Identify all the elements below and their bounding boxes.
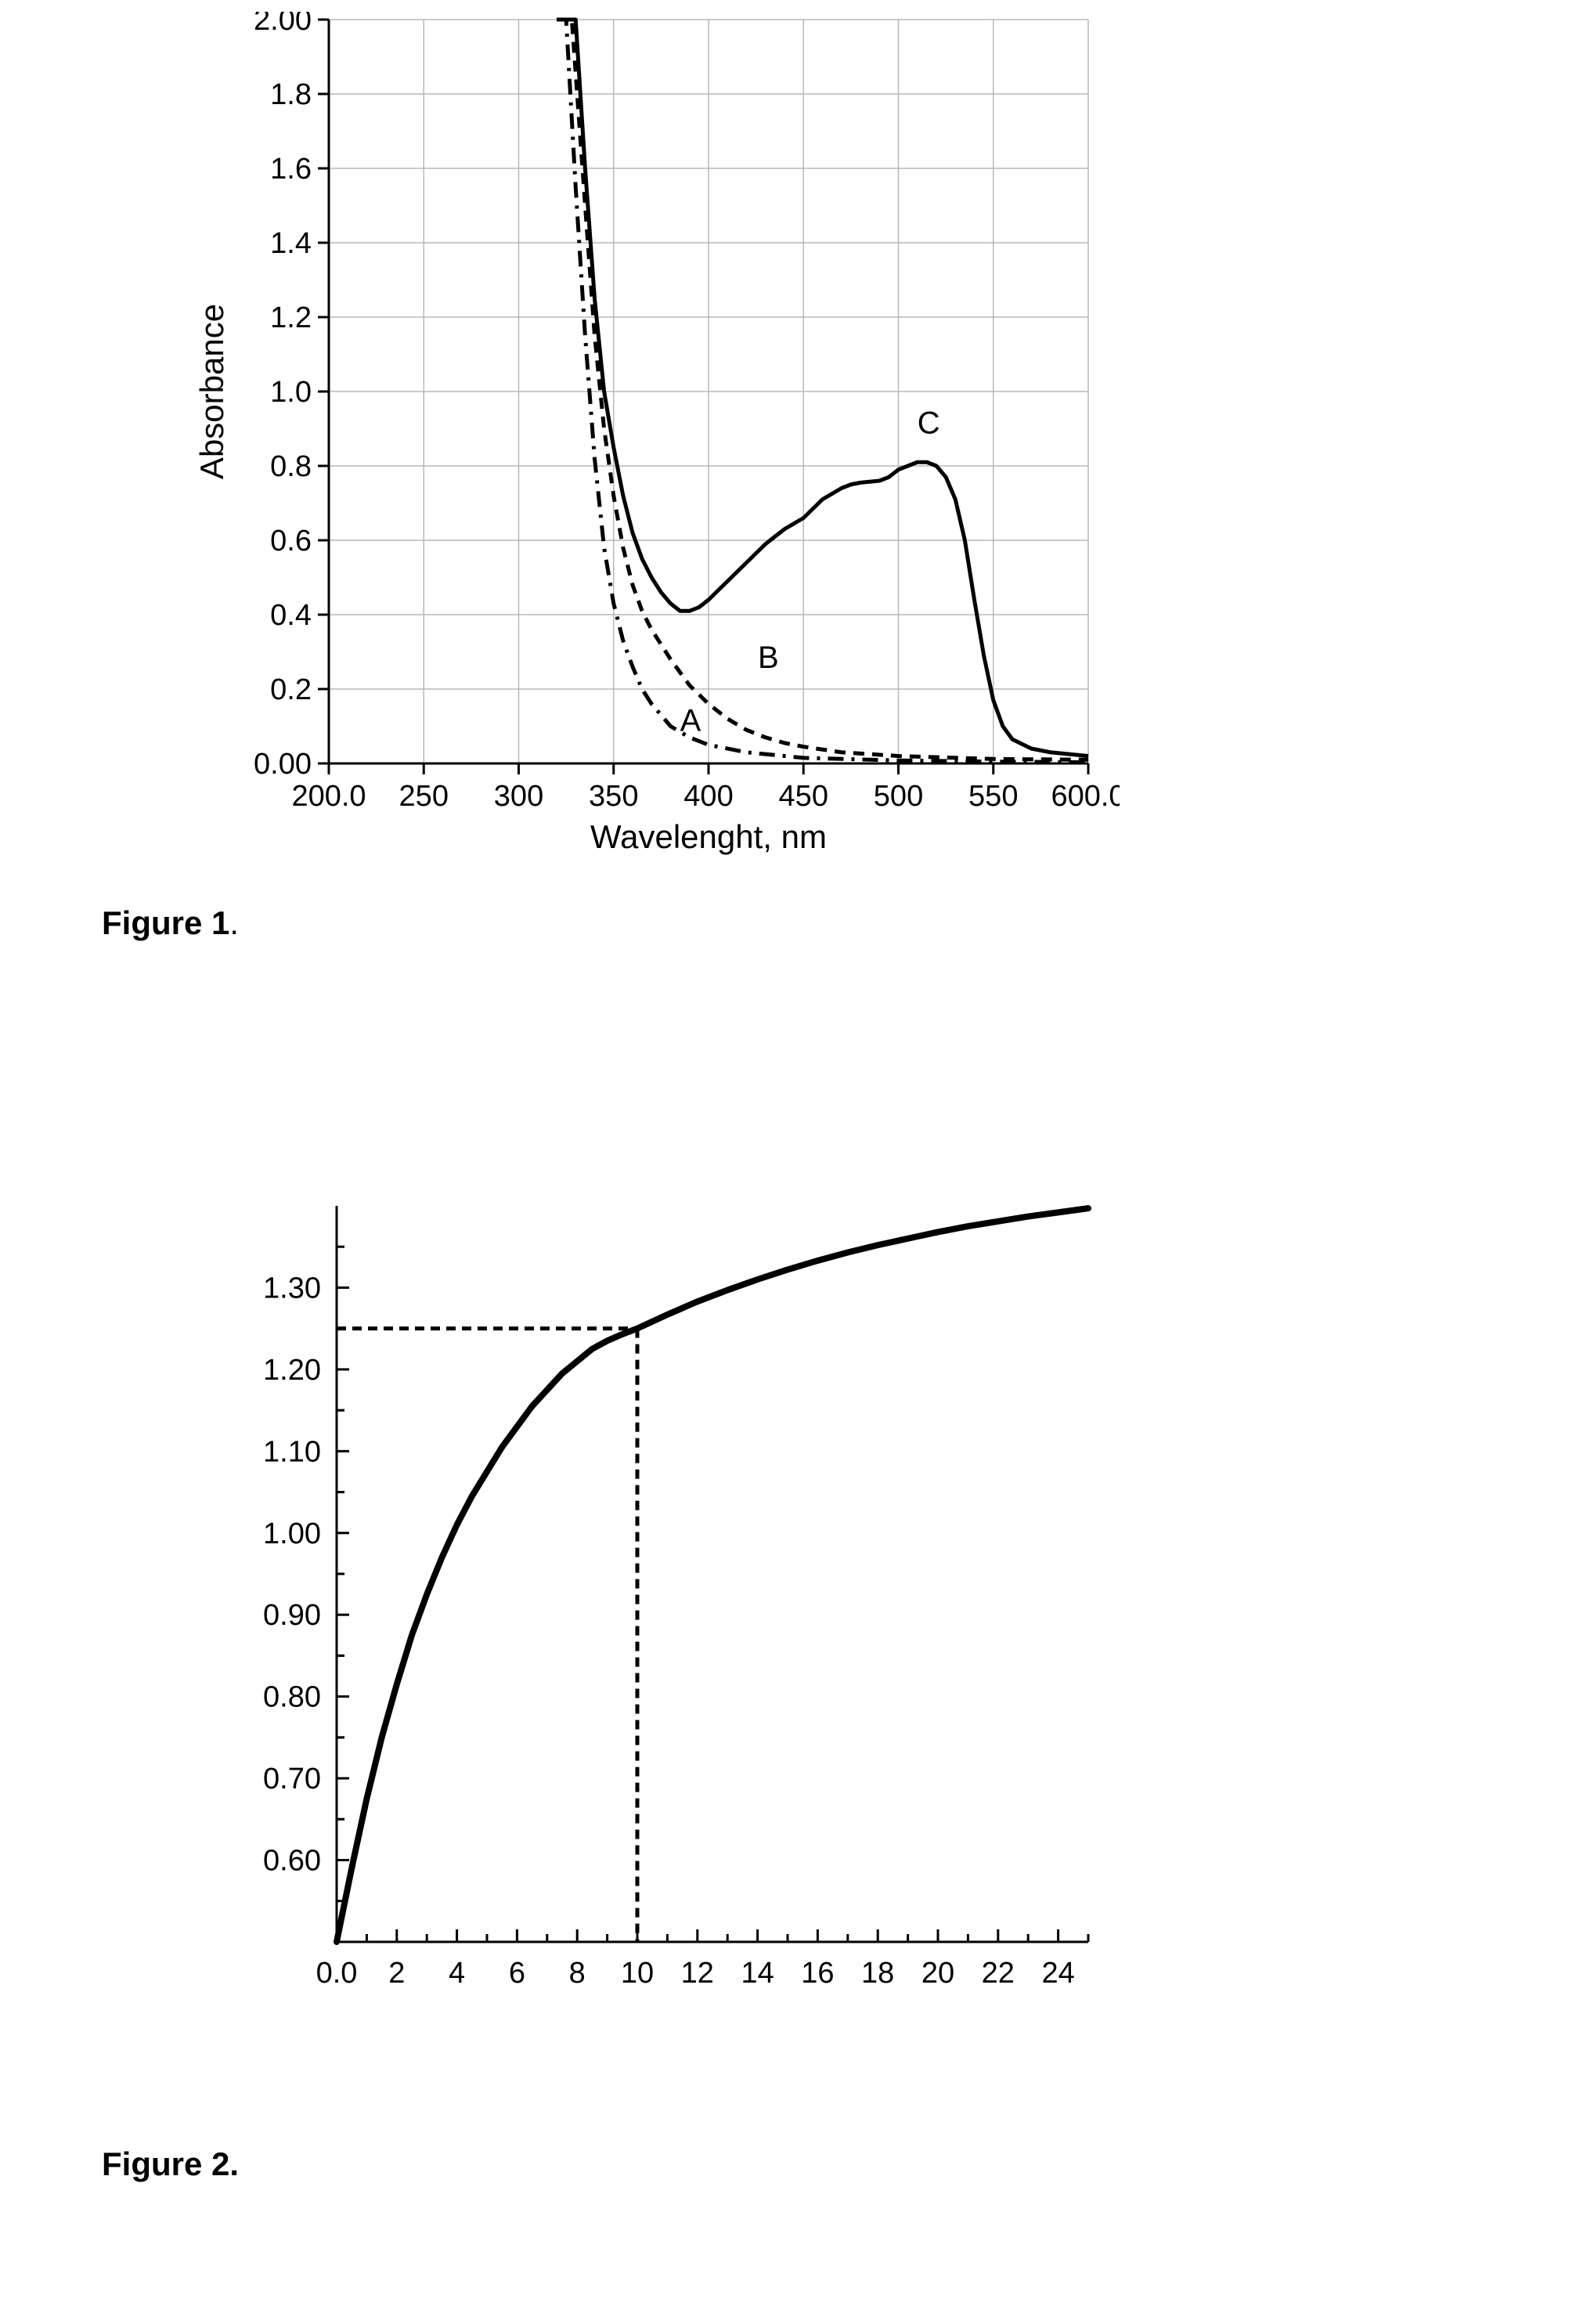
x-tick-label: 450 bbox=[779, 780, 828, 813]
x-tick-label: 600.0 bbox=[1051, 780, 1120, 813]
x-tick-label: 550 bbox=[968, 780, 1018, 813]
x-tick-label: 6 bbox=[509, 1957, 525, 1990]
x-tick-label: 22 bbox=[982, 1957, 1015, 1990]
x-tick-label: 2 bbox=[388, 1957, 405, 1990]
x-tick-label: 8 bbox=[569, 1957, 586, 1990]
y-tick-label: 1.4 bbox=[270, 227, 312, 260]
x-tick-label: 0.0 bbox=[316, 1957, 358, 1990]
series-a-label: A bbox=[680, 704, 701, 738]
x-tick-label: 16 bbox=[801, 1957, 834, 1990]
x-tick-label: 10 bbox=[621, 1957, 654, 1990]
y-tick-label: 1.20 bbox=[263, 1354, 321, 1387]
figure-1: 200.0 250 300 350 400 450 500 550 600.0 0.00 0.2 0.… bbox=[180, 12, 1120, 857]
figure-2-caption: Figure 2. bbox=[102, 2145, 239, 2183]
y-tick-label: 0.00 bbox=[254, 748, 312, 781]
x-tick-label: 250 bbox=[399, 780, 449, 813]
series-B bbox=[557, 20, 1088, 760]
y-tick-label: 0.2 bbox=[270, 673, 312, 706]
series-c-label: C bbox=[918, 406, 940, 441]
series-curve bbox=[337, 1208, 1088, 1942]
figure-1-caption-text: Figure 1 bbox=[102, 904, 229, 941]
y-tick-label: 1.0 bbox=[270, 376, 312, 409]
x-tick-label: 18 bbox=[861, 1957, 894, 1990]
x-tick-label: 200.0 bbox=[291, 780, 366, 813]
figure-2-chart: 0.600.700.800.901.001.101.201.300.024681… bbox=[180, 1190, 1120, 2036]
series-b-label: B bbox=[758, 641, 779, 675]
y-tick-label: 1.8 bbox=[270, 78, 312, 111]
y-axis-label: Absorbance bbox=[193, 304, 230, 479]
x-tick-label: 300 bbox=[494, 780, 543, 813]
y-tick-label: 1.10 bbox=[263, 1435, 321, 1468]
y-tick-label: 1.30 bbox=[263, 1272, 321, 1305]
y-tick-label: 1.00 bbox=[263, 1517, 321, 1550]
x-tick-label: 4 bbox=[449, 1957, 465, 1990]
y-tick-label: 1.6 bbox=[270, 153, 312, 186]
figure-2: 0.600.700.800.901.001.101.201.300.024681… bbox=[180, 1190, 1120, 2036]
y-tick-label: 1.2 bbox=[270, 301, 312, 334]
x-tick-label: 20 bbox=[921, 1957, 954, 1990]
y-tick-label: 2.00 bbox=[254, 12, 312, 37]
x-tick-label: 400 bbox=[683, 780, 733, 813]
y-tick-label: 0.8 bbox=[270, 450, 312, 483]
x-tick-label: 14 bbox=[741, 1957, 774, 1990]
x-tick-label: 24 bbox=[1041, 1957, 1074, 1990]
y-tick-label: 0.90 bbox=[263, 1599, 321, 1632]
y-tick-label: 0.4 bbox=[270, 599, 312, 632]
y-tick-label: 0.60 bbox=[263, 1845, 321, 1878]
y-tick-label: 0.80 bbox=[263, 1681, 321, 1714]
figure-2-caption-text: Figure 2. bbox=[102, 2145, 239, 2182]
figure-1-caption: Figure 1. bbox=[102, 904, 239, 942]
y-tick-label: 0.70 bbox=[263, 1763, 321, 1795]
x-tick-label: 500 bbox=[874, 780, 923, 813]
x-axis-label: Wavelenght, nm bbox=[590, 818, 827, 855]
y-tick-label: 0.6 bbox=[270, 525, 312, 558]
series-C bbox=[557, 20, 1088, 756]
x-tick-label: 350 bbox=[589, 780, 638, 813]
figure-1-chart: 200.0 250 300 350 400 450 500 550 600.0 0.00 0.2 0.… bbox=[180, 12, 1120, 857]
x-tick-label: 12 bbox=[681, 1957, 714, 1990]
